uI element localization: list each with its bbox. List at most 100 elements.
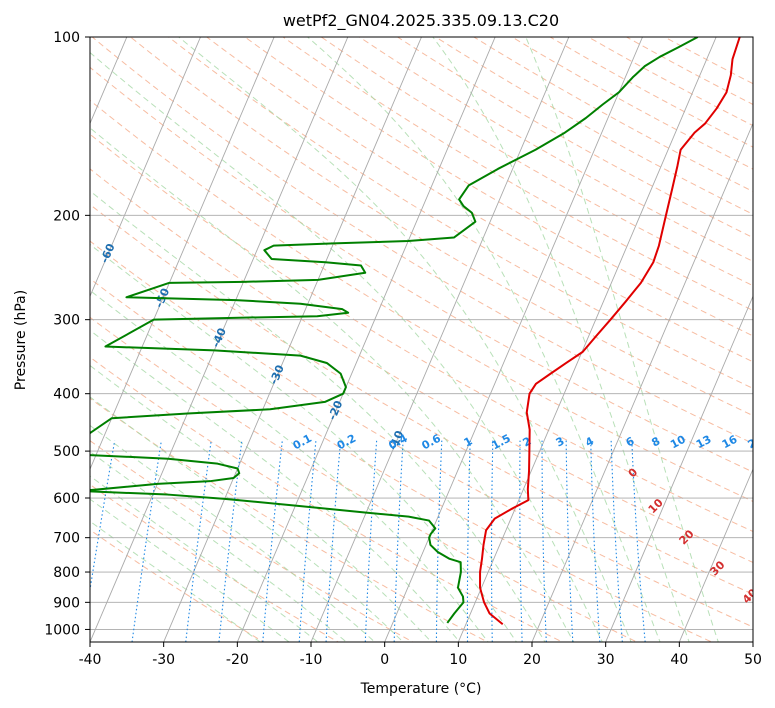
moist-adiabat: [90, 520, 262, 642]
moist-adiabat-label: 10: [646, 496, 666, 516]
mixing-ratio-lines: [90, 440, 646, 642]
mixing-ratio-line: [364, 440, 378, 642]
moist-adiabat-label: 0: [626, 465, 641, 480]
mixing-ratio-line: [519, 440, 523, 642]
x-axis-label: Temperature (°C): [360, 681, 482, 697]
y-tick-label: 200: [53, 208, 80, 224]
y-tick-label: 400: [53, 387, 80, 403]
mixing-ratio-label: 8: [649, 434, 662, 449]
dry-adiabat: [244, 37, 753, 337]
mixing-ratio-line: [90, 440, 116, 594]
dry-adiabat: [129, 37, 753, 417]
moist-adiabat: [90, 498, 290, 642]
y-tick-label: 900: [53, 595, 80, 611]
isobars: [90, 37, 753, 630]
isotherm-label: -80: [0, 158, 6, 182]
isotherm-line: [605, 295, 753, 642]
mixing-ratio-label: 4: [583, 434, 596, 449]
profiles: [90, 37, 741, 626]
mixing-ratio-line: [218, 440, 243, 642]
mixing-ratio-label: 0.1: [291, 432, 314, 453]
y-tick-label: 500: [53, 444, 80, 460]
mixing-ratio-label: 20: [746, 433, 766, 452]
isotherm-line: [752, 640, 753, 642]
mixing-ratio-label: 10: [668, 433, 688, 452]
dry-adiabat: [90, 278, 713, 642]
x-tick-label: 10: [449, 652, 467, 668]
dry-adiabat: [587, 37, 753, 127]
mixing-ratio-line: [185, 440, 212, 642]
mixing-ratio-line: [541, 440, 547, 642]
dry-adiabat: [90, 99, 753, 502]
y-tick-label: 600: [53, 491, 80, 507]
mixing-ratio-line: [610, 440, 623, 642]
dry-adiabat: [90, 529, 265, 642]
dry-adiabats: [90, 37, 753, 642]
dry-adiabat: [91, 37, 753, 445]
isotherm-line: [236, 37, 496, 642]
chart-title: wetPf2_GN04.2025.335.09.13.C20: [283, 11, 559, 31]
dry-adiabat: [549, 37, 753, 148]
mixing-ratio-line: [298, 440, 317, 642]
x-tick-label: 20: [523, 652, 541, 668]
y-axis: 1000 900 800 700 600 500 400 300 200 100: [44, 30, 90, 638]
mixing-ratio-label: 6: [624, 434, 637, 449]
moist-adiabat: [90, 243, 518, 642]
isotherm-line: [163, 37, 422, 642]
dry-adiabat: [90, 356, 564, 642]
x-tick-label: -30: [152, 652, 175, 668]
moist-adiabat: [90, 424, 376, 642]
mixing-ratio-line: [435, 440, 443, 642]
y-axis-label: Pressure (hPa): [13, 290, 29, 390]
dry-adiabat: [90, 397, 489, 642]
dry-adiabat: [282, 37, 753, 312]
dry-adiabat: [90, 203, 753, 595]
moist-adiabat-label: 20: [677, 527, 697, 547]
dry-adiabat: [396, 37, 753, 239]
isotherm-label: -30: [267, 363, 287, 387]
y-tick-label: 800: [53, 565, 80, 581]
x-tick-label: 40: [670, 652, 688, 668]
dry-adiabat: [90, 483, 340, 642]
x-tick-label: -40: [79, 652, 102, 668]
dry-adiabat: [472, 37, 753, 193]
mixing-ratio-line: [631, 440, 646, 642]
mixing-ratio-label: 0.2: [335, 432, 358, 453]
mixing-ratio-label: 16: [720, 433, 740, 452]
temperature-line: [479, 37, 741, 626]
x-tick-label: 30: [597, 652, 615, 668]
mixing-ratio-label: 2: [521, 434, 534, 449]
isotherm-line: [457, 37, 717, 642]
isotherm-line: [90, 37, 275, 471]
dry-adiabat: [167, 37, 753, 389]
y-tick-label: 300: [53, 313, 80, 329]
y-tick-label: 700: [53, 531, 80, 547]
mixing-ratio-label: 13: [694, 433, 714, 452]
mixing-ratio-line: [262, 440, 283, 642]
plot-frame: [89, 36, 754, 643]
mixing-ratio-line: [325, 440, 342, 642]
x-axis: -40 -30 -20 -10 0 10 20 30 40 50: [79, 642, 762, 668]
y-tick-label: 100: [53, 30, 80, 46]
moist-adiabat-label: 40: [740, 586, 760, 606]
moist-adiabat-label: 30: [708, 558, 728, 578]
isotherm-label: -60: [98, 241, 118, 265]
mixing-ratio-label: 25: [771, 433, 775, 452]
dry-adiabat: [90, 240, 753, 628]
moist-adiabat: [90, 289, 489, 642]
mixing-ratio-label: 0.6: [420, 432, 444, 453]
dry-adiabat: [320, 37, 753, 287]
moist-adiabat: [90, 396, 404, 642]
moist-adiabat: [525, 37, 719, 642]
mixing-ratio-line: [565, 440, 574, 642]
x-tick-label: 50: [744, 652, 762, 668]
isotherm-line: [384, 37, 643, 642]
mixing-ratio-line: [131, 440, 162, 642]
x-tick-label: 0: [380, 652, 389, 668]
isotherm-line: [310, 37, 570, 642]
dry-adiabat: [90, 168, 753, 563]
dry-adiabat: [90, 316, 639, 642]
x-tick-label: -10: [300, 652, 323, 668]
moist-adiabat: [90, 475, 319, 642]
dry-adiabat: [511, 37, 753, 170]
